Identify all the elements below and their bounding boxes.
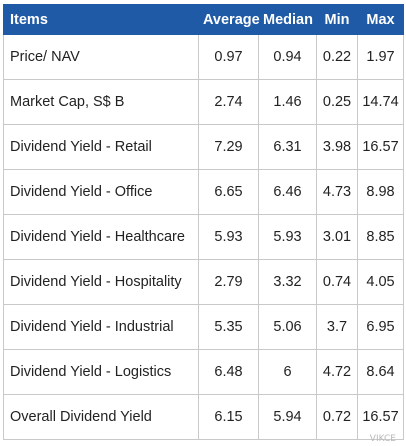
header-average: Average xyxy=(198,4,260,35)
reit-statistics-table: Items Average Median Min Max Price/ NAV … xyxy=(3,4,404,440)
cell-average: 6.65 xyxy=(198,169,259,215)
table-row: Dividend Yield - Healthcare 5.93 5.93 3.… xyxy=(3,214,404,260)
cell-max: 6.95 xyxy=(357,304,404,350)
cell-min: 3.7 xyxy=(316,304,358,350)
cell-average: 0.97 xyxy=(198,34,259,80)
table-row: Dividend Yield - Office 6.65 6.46 4.73 8… xyxy=(3,169,404,215)
header-items: Items xyxy=(3,4,199,35)
table-row: Price/ NAV 0.97 0.94 0.22 1.97 xyxy=(3,34,404,80)
cell-item: Dividend Yield - Healthcare xyxy=(3,214,199,260)
cell-min: 0.25 xyxy=(316,79,358,125)
cell-max: 8.85 xyxy=(357,214,404,260)
cell-min: 3.98 xyxy=(316,124,358,170)
cell-max: 14.74 xyxy=(357,79,404,125)
cell-median: 6.31 xyxy=(258,124,317,170)
cell-average: 2.79 xyxy=(198,259,259,305)
table-row: Dividend Yield - Logistics 6.48 6 4.72 8… xyxy=(3,349,404,395)
cell-average: 6.48 xyxy=(198,349,259,395)
cell-max: 8.64 xyxy=(357,349,404,395)
header-median: Median xyxy=(258,4,317,35)
cell-item: Market Cap, S$ B xyxy=(3,79,199,125)
cell-max: 16.57 xyxy=(357,124,404,170)
cell-median: 6 xyxy=(258,349,317,395)
cell-item: Dividend Yield - Office xyxy=(3,169,199,215)
table-row: Dividend Yield - Industrial 5.35 5.06 3.… xyxy=(3,304,404,350)
table-row: Dividend Yield - Retail 7.29 6.31 3.98 1… xyxy=(3,124,404,170)
cell-max: 16.57 xyxy=(357,394,404,440)
header-min: Min xyxy=(316,4,358,35)
table-row: Dividend Yield - Hospitality 2.79 3.32 0… xyxy=(3,259,404,305)
cell-item: Dividend Yield - Logistics xyxy=(3,349,199,395)
cell-min: 4.73 xyxy=(316,169,358,215)
header-row: Items Average Median Min Max xyxy=(3,4,404,35)
table-row: Market Cap, S$ B 2.74 1.46 0.25 14.74 xyxy=(3,79,404,125)
cell-median: 5.94 xyxy=(258,394,317,440)
header-max: Max xyxy=(357,4,404,35)
cell-average: 5.35 xyxy=(198,304,259,350)
cell-median: 3.32 xyxy=(258,259,317,305)
cell-item: Dividend Yield - Hospitality xyxy=(3,259,199,305)
cell-max: 8.98 xyxy=(357,169,404,215)
cell-max: 1.97 xyxy=(357,34,404,80)
table-body: Price/ NAV 0.97 0.94 0.22 1.97 Market Ca… xyxy=(3,34,404,440)
cell-median: 5.93 xyxy=(258,214,317,260)
cell-average: 2.74 xyxy=(198,79,259,125)
cell-average: 7.29 xyxy=(198,124,259,170)
table-row: Overall Dividend Yield 6.15 5.94 0.72 16… xyxy=(3,394,404,440)
cell-median: 1.46 xyxy=(258,79,317,125)
cell-min: 4.72 xyxy=(316,349,358,395)
cell-median: 6.46 xyxy=(258,169,317,215)
cell-item: Overall Dividend Yield xyxy=(3,394,199,440)
cell-item: Price/ NAV xyxy=(3,34,199,80)
cell-median: 5.06 xyxy=(258,304,317,350)
cell-average: 6.15 xyxy=(198,394,259,440)
watermark: VIKCE xyxy=(369,434,396,444)
cell-min: 0.22 xyxy=(316,34,358,80)
cell-item: Dividend Yield - Industrial xyxy=(3,304,199,350)
table-header: Items Average Median Min Max xyxy=(3,4,404,35)
cell-average: 5.93 xyxy=(198,214,259,260)
cell-min: 3.01 xyxy=(316,214,358,260)
cell-min: 0.74 xyxy=(316,259,358,305)
cell-median: 0.94 xyxy=(258,34,317,80)
cell-min: 0.72 xyxy=(316,394,358,440)
cell-max: 4.05 xyxy=(357,259,404,305)
cell-item: Dividend Yield - Retail xyxy=(3,124,199,170)
